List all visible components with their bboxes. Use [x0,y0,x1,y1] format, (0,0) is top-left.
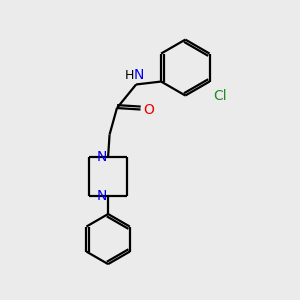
Text: O: O [143,103,154,116]
Text: H: H [124,69,134,82]
Text: N: N [96,150,106,164]
Text: N: N [134,68,144,82]
Text: Cl: Cl [213,89,227,103]
Text: N: N [96,189,106,203]
